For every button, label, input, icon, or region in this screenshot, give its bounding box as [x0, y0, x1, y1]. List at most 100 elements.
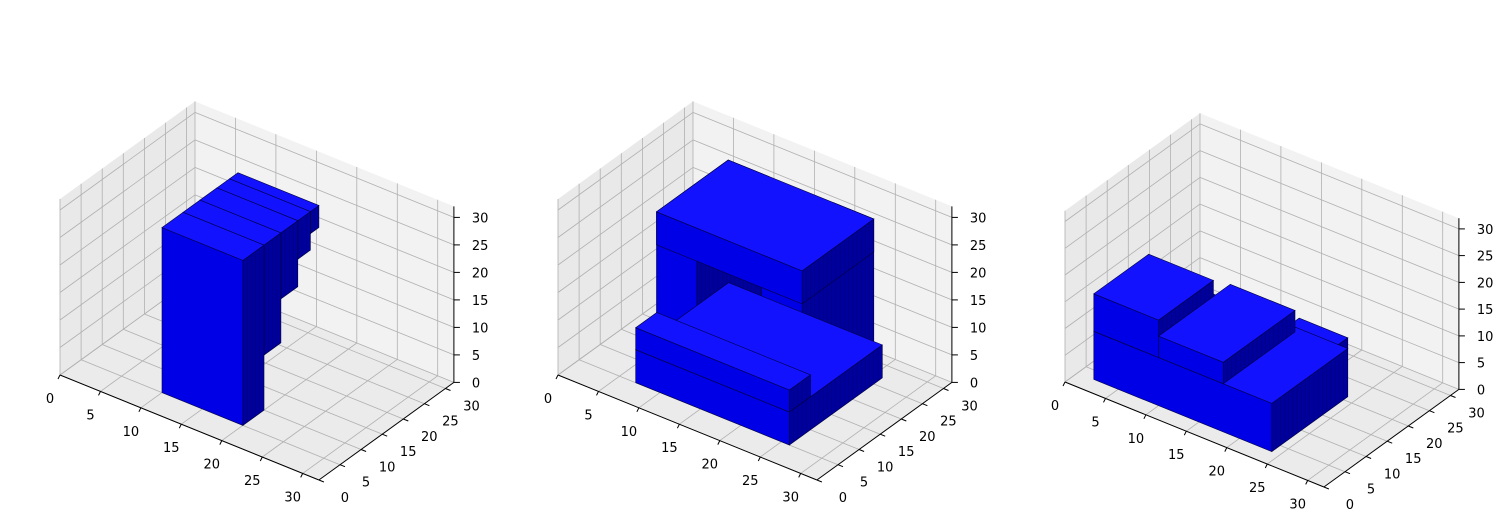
tick-mark — [757, 456, 761, 462]
z-tick-label: 5 — [970, 349, 978, 364]
x-tick-label: 20 — [204, 458, 221, 473]
tick-mark — [1264, 463, 1268, 469]
tick-mark — [1344, 471, 1351, 475]
x-tick-label: 10 — [621, 425, 638, 440]
tick-mark — [837, 464, 844, 468]
gridline — [59, 112, 196, 211]
tick-mark — [178, 423, 182, 429]
tick-mark — [858, 449, 865, 452]
gridline — [194, 112, 455, 218]
voxel-top-face — [1157, 283, 1296, 363]
x-tick-label: 5 — [86, 408, 94, 423]
tick-mark — [219, 440, 223, 445]
gridline — [59, 194, 196, 293]
gridline — [692, 112, 953, 218]
voxel-block — [161, 211, 265, 426]
z-tick-label: 5 — [472, 349, 480, 364]
x-tick-label: 30 — [284, 490, 301, 505]
y-tick-label: 20 — [919, 430, 936, 445]
tick-mark — [259, 456, 263, 462]
x-tick-label: 30 — [1289, 497, 1306, 510]
gridline — [557, 139, 694, 238]
z-tick-label: 20 — [970, 266, 987, 281]
left-pane — [60, 101, 195, 376]
y-tick-label: 10 — [379, 461, 396, 476]
z-tick-label: 10 — [472, 321, 489, 336]
z-tick-label: 0 — [970, 376, 978, 391]
tick-mark — [98, 391, 101, 396]
tick-mark — [382, 433, 388, 437]
x-tick-label: 25 — [742, 474, 759, 489]
tick-mark — [922, 403, 928, 407]
y-tick-label: 15 — [400, 445, 417, 460]
tick-mark — [339, 464, 346, 468]
y-tick-label: 20 — [1426, 437, 1443, 452]
x-axis-line — [59, 374, 320, 481]
gridline — [692, 139, 953, 246]
tick-mark — [1103, 398, 1106, 403]
tick-mark — [57, 374, 61, 380]
y-tick-label: 15 — [1405, 452, 1422, 467]
x-tick-label: 5 — [584, 408, 592, 423]
gridline — [1199, 123, 1460, 230]
gridline — [1199, 150, 1460, 256]
tick-mark — [596, 391, 599, 396]
x-tick-label: 5 — [1091, 415, 1099, 430]
tick-mark — [403, 418, 409, 422]
tick-mark — [1305, 480, 1309, 485]
x-tick-label: 20 — [702, 458, 719, 473]
gridline — [262, 359, 398, 458]
tick-mark — [798, 473, 802, 478]
tick-mark — [424, 403, 430, 407]
voxel-top-face — [161, 211, 265, 261]
y-axis-line — [318, 381, 455, 481]
z-tick-label: 15 — [970, 294, 987, 309]
gridline — [1199, 203, 1460, 310]
tick-mark — [1450, 395, 1456, 398]
z-tick-label: 30 — [472, 211, 489, 226]
z-tick-label: 30 — [970, 211, 987, 226]
z-tick-label: 25 — [472, 239, 489, 254]
z-tick-label: 0 — [472, 376, 480, 391]
gridline — [1064, 150, 1201, 249]
voxel-block — [655, 159, 875, 305]
x-tick-label: 0 — [544, 392, 552, 407]
tick-mark — [816, 479, 823, 483]
y-tick-label: 20 — [421, 430, 438, 445]
voxel-front-face — [161, 227, 244, 426]
x-axis-line — [557, 374, 818, 481]
x-tick-label: 20 — [1209, 465, 1226, 480]
tick-mark — [1062, 381, 1066, 387]
y-axis-line — [816, 381, 953, 481]
tick-mark — [901, 418, 907, 422]
y-tick-label: 10 — [877, 461, 894, 476]
tick-mark — [636, 407, 640, 413]
back-pane — [1200, 113, 1459, 390]
x-tick-label: 25 — [1249, 481, 1266, 496]
z-tick-label: 25 — [970, 239, 987, 254]
x-tick-label: 0 — [1051, 399, 1059, 414]
gridline — [1064, 203, 1201, 303]
tick-mark — [318, 479, 325, 483]
gridline — [59, 139, 196, 238]
voxel-top-face — [655, 159, 875, 272]
gridline — [1199, 230, 1460, 337]
tick-mark — [1365, 456, 1372, 459]
tick-mark — [1323, 486, 1330, 490]
voxel-block — [1157, 283, 1296, 385]
x-tick-label: 15 — [163, 441, 180, 456]
y-tick-label: 25 — [442, 415, 459, 430]
y-tick-label: 30 — [1468, 407, 1485, 422]
z-tick-label: 0 — [1477, 383, 1485, 398]
x-tick-label: 15 — [1168, 448, 1185, 463]
gridline — [800, 375, 936, 474]
y-tick-label: 0 — [341, 491, 349, 506]
tick-mark — [1429, 410, 1435, 414]
x-tick-label: 25 — [244, 474, 261, 489]
z-tick-label: 10 — [970, 321, 987, 336]
x-tick-label: 15 — [661, 441, 678, 456]
x-axis-line — [1064, 381, 1325, 488]
y-tick-label: 0 — [839, 491, 847, 506]
